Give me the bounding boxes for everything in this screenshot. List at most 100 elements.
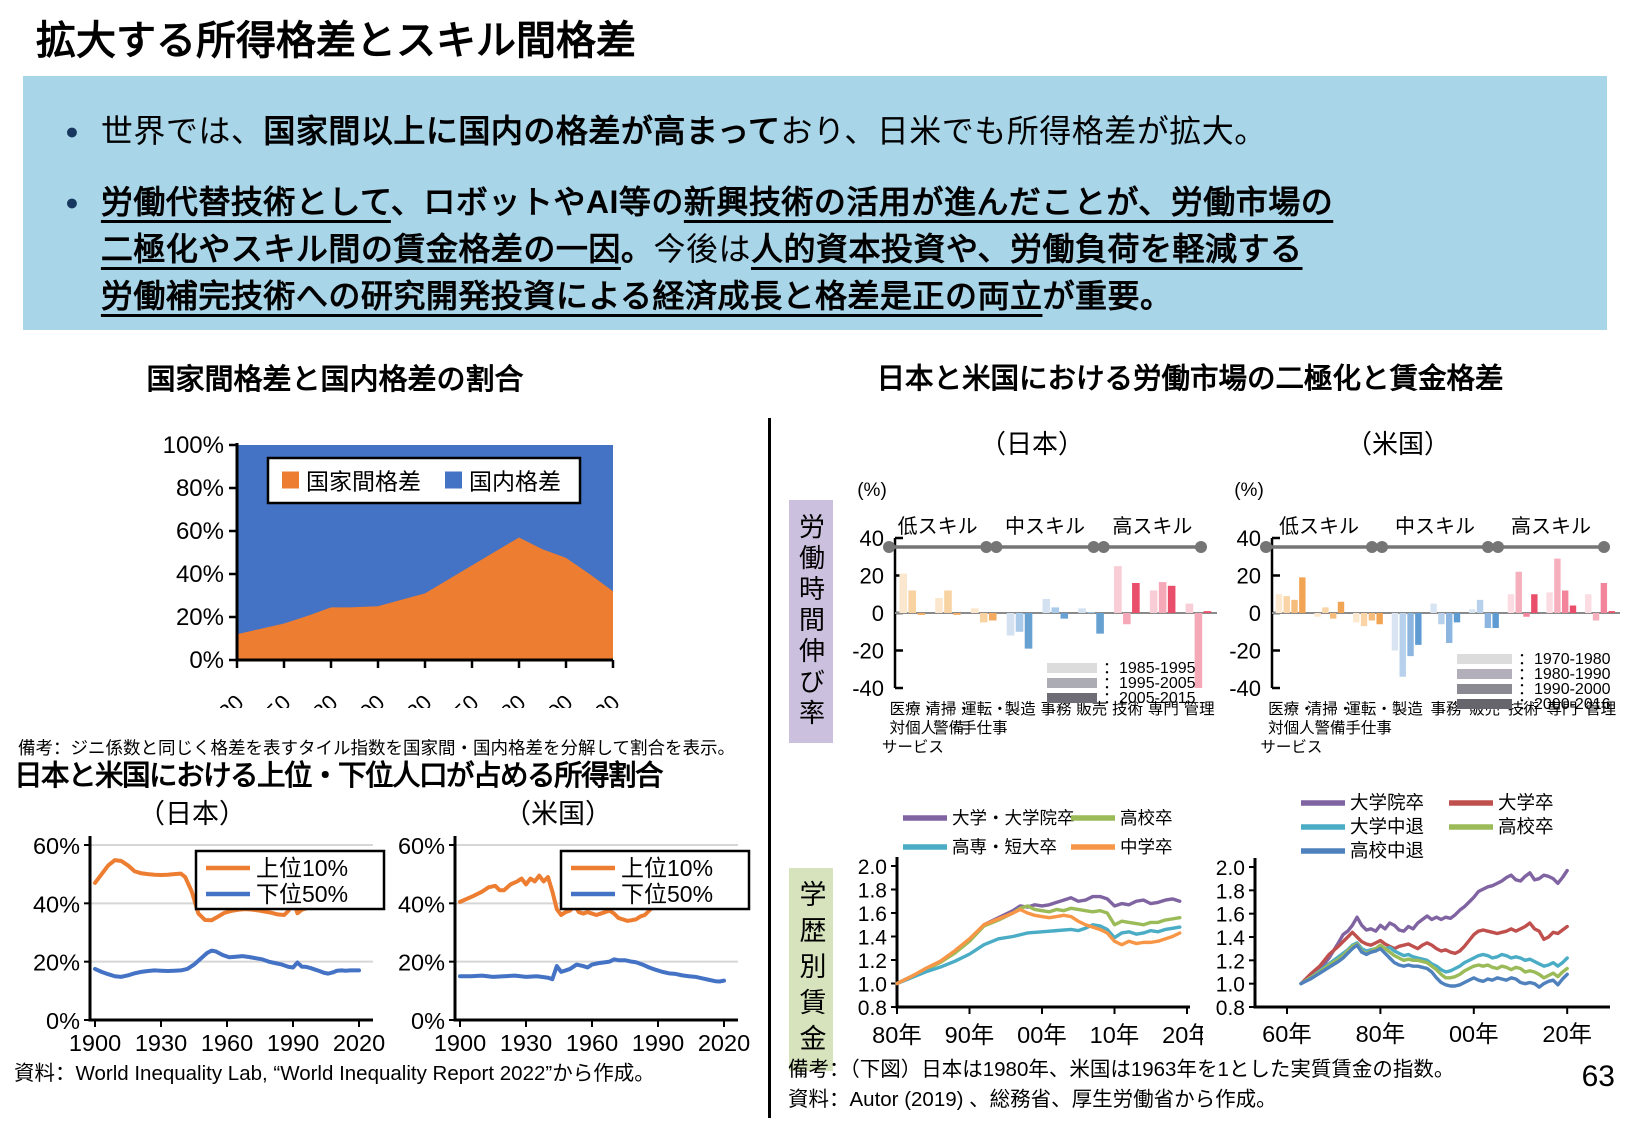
svg-text:1.6: 1.6 [1216, 904, 1245, 927]
svg-text:80年: 80年 [872, 1022, 922, 1048]
us-subtitle: （米国） [1345, 429, 1450, 459]
svg-text:2020: 2020 [698, 1030, 750, 1056]
summary-bullet-text: 世界では、国家間以上に国内の格差が高まっており、日米でも所得格差が拡大。 [100, 113, 1267, 149]
svg-text:：1985-1995: ：1985-1995 [1103, 660, 1196, 677]
svg-text:40: 40 [860, 526, 884, 551]
svg-text:運転・: 運転・ [1345, 700, 1392, 718]
area-chart-note: 備考：ジニ係数と同じく格差を表すタイル指数を国家間・国内格差を分解して割合を表示… [18, 738, 735, 758]
svg-text:-20: -20 [1229, 639, 1261, 664]
right-source: 資料：Autor (2019) 、総務省、厚生労働省から作成。 [788, 1088, 1277, 1111]
svg-text:1990: 1990 [267, 1030, 319, 1056]
us-wage-line-chart: 2.01.81.61.41.21.00.8 60年 80年 00年 20年 大学院卒 大学卒… [1216, 792, 1610, 1047]
svg-text:管理: 管理 [1184, 700, 1215, 718]
svg-text:手仕事: 手仕事 [1345, 719, 1392, 737]
svg-text:サービス: サービス [1260, 738, 1322, 756]
svg-text:対個人: 対個人 [890, 719, 937, 737]
svg-text:1960: 1960 [201, 1030, 253, 1056]
svg-text:0: 0 [1249, 601, 1261, 626]
svg-text:1.4: 1.4 [858, 927, 888, 950]
svg-text:事務: 事務 [1040, 700, 1072, 718]
svg-text:技術: 技術 [1508, 700, 1539, 718]
svg-text:高校中退: 高校中退 [1350, 840, 1424, 861]
svg-text:20%: 20% [33, 950, 80, 976]
us-hours-bar-chart: 40200-20-40(%)医療・対個人サービス清掃・警備運転・手仕事製造 事務販… [1229, 480, 1620, 756]
japan-hours-bar-chart: 40 20 0 -20 -40 (%) 医療・対個人サービス 清掃・警備運転・手仕事製造 事務販… [852, 480, 1217, 756]
svg-text:高スキル: 高スキル [1112, 515, 1192, 538]
summary-bullet-1: ● 世界では、国家間以上に国内の格差が高まっており、日米でも所得格差が拡大。 [65, 108, 1567, 155]
svg-text:上位10%: 上位10% [621, 855, 713, 881]
svg-text:1990: 1990 [632, 1030, 684, 1056]
svg-text:手仕事: 手仕事 [961, 719, 1008, 737]
hours-axis-label: 労働時間伸び率 [789, 500, 833, 743]
svg-text:高校卒: 高校卒 [1120, 808, 1173, 828]
svg-text:運転・: 運転・ [961, 700, 1008, 718]
svg-text:-40: -40 [1229, 676, 1261, 701]
svg-text:1.0: 1.0 [1216, 974, 1245, 997]
svg-text:専門: 専門 [1546, 700, 1577, 718]
svg-text:0%: 0% [189, 647, 224, 674]
svg-text:-20: -20 [852, 639, 884, 664]
right-note: 備考：（下図）日本は1980年、米国は1963年を1とした実質賃金の指数。 [788, 1058, 1455, 1081]
svg-text:低スキル: 低スキル [898, 515, 978, 538]
us-subtitle: （米国） [504, 799, 612, 829]
svg-text:低スキル: 低スキル [1279, 515, 1359, 538]
svg-text:医療・: 医療・ [1268, 700, 1315, 718]
svg-text:2020: 2020 [333, 1030, 385, 1056]
svg-text:60%: 60% [33, 833, 80, 859]
svg-text:1.2: 1.2 [1216, 950, 1245, 973]
svg-text:国家間格差: 国家間格差 [306, 469, 421, 495]
svg-text:製造: 製造 [1392, 700, 1424, 718]
svg-text:1820: 1820 [196, 690, 248, 708]
svg-text:0.8: 0.8 [858, 997, 887, 1020]
wage-axis-label: 学歴別賃金 [789, 868, 833, 1071]
svg-text:20%: 20% [176, 604, 224, 631]
svg-text:警備: 警備 [933, 719, 964, 737]
area-chart: 0%20%40%60%80%100%1820185018801900192019… [163, 432, 625, 708]
svg-text:20: 20 [1237, 564, 1261, 589]
svg-text:1.8: 1.8 [1216, 880, 1245, 903]
svg-text:90年: 90年 [945, 1022, 995, 1048]
svg-text:0: 0 [872, 601, 884, 626]
svg-text:中学卒: 中学卒 [1120, 837, 1173, 857]
svg-text:大学院卒: 大学院卒 [1350, 792, 1424, 813]
svg-text:上位10%: 上位10% [256, 855, 348, 881]
bullet-icon: ● [65, 118, 79, 144]
svg-text:2.0: 2.0 [1216, 857, 1245, 880]
svg-text:(%): (%) [857, 480, 887, 501]
svg-text:1900: 1900 [69, 1030, 121, 1056]
svg-text:1930: 1930 [135, 1030, 187, 1056]
svg-text:1.6: 1.6 [858, 903, 887, 926]
svg-text:：1970-1980: ：1970-1980 [1518, 651, 1611, 668]
svg-text:中スキル: 中スキル [1005, 515, 1085, 538]
svg-text:-40: -40 [852, 676, 884, 701]
page-title: 拡大する所得格差とスキル間格差 [36, 19, 636, 63]
svg-text:1.4: 1.4 [1216, 927, 1246, 950]
svg-text:100%: 100% [163, 432, 224, 459]
svg-text:管理: 管理 [1585, 700, 1616, 718]
us-income-share-chart: 0% 20% 40% 60% 1900 1930 1960 1990 2020 上位10%下位50… [398, 833, 751, 1056]
svg-text:60%: 60% [398, 833, 445, 859]
svg-text:1920: 1920 [384, 690, 436, 708]
japan-income-share-chart: 0% 20% 40% 60% 1900 1930 1960 1990 2020 上位10%下位50… [33, 833, 386, 1056]
svg-text:0.8: 0.8 [1216, 997, 1245, 1020]
svg-text:高校卒: 高校卒 [1498, 816, 1554, 837]
svg-text:技術: 技術 [1112, 700, 1143, 718]
svg-text:：1995-2005: ：1995-2005 [1103, 675, 1196, 692]
svg-text:00年: 00年 [1449, 1021, 1499, 1047]
svg-text:：2005-2015: ：2005-2015 [1103, 690, 1196, 707]
area-chart-title: 国家間格差と国内格差の割合 [146, 364, 524, 396]
svg-text:80年: 80年 [1356, 1021, 1406, 1047]
svg-text:大学卒: 大学卒 [1498, 792, 1554, 813]
svg-text:販売: 販売 [1076, 700, 1107, 718]
column-divider [768, 418, 771, 1118]
svg-text:20年: 20年 [1542, 1021, 1592, 1047]
svg-text:0%: 0% [46, 1008, 80, 1034]
svg-text:高専・短大卒: 高専・短大卒 [952, 837, 1057, 857]
svg-text:清掃・: 清掃・ [1307, 700, 1354, 718]
svg-text:警備: 警備 [1314, 719, 1345, 737]
svg-text:1850: 1850 [243, 690, 295, 708]
svg-text:1.2: 1.2 [858, 950, 887, 973]
svg-text:1900: 1900 [434, 1030, 486, 1056]
left-source: 資料：World Inequality Lab, “World Inequali… [14, 1062, 655, 1085]
svg-text:20: 20 [860, 564, 884, 589]
